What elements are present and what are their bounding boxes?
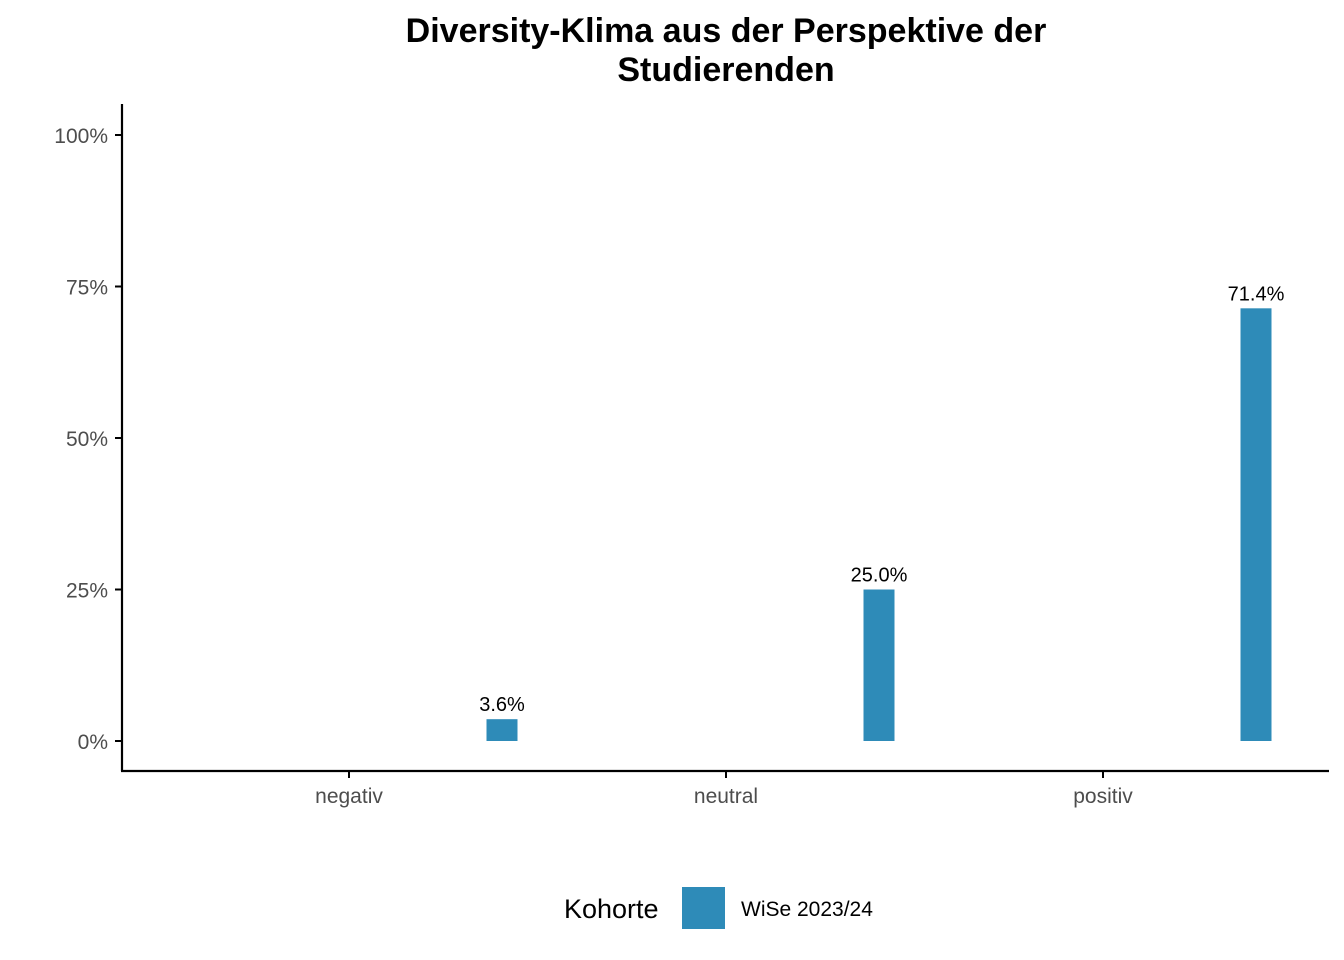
- chart-title-line-1: Diversity-Klima aus der Perspektive der: [406, 12, 1047, 50]
- bar-positiv: [1240, 308, 1272, 741]
- y-tick-label: 100%: [54, 125, 108, 148]
- data-labels: 3.6% 25.0% 71.4%: [479, 283, 1284, 716]
- bar-value-label-neutral: 25.0%: [851, 565, 908, 587]
- bar-neutral: [863, 589, 895, 741]
- y-tick-label: 25%: [66, 580, 108, 603]
- x-tick-label-positiv: positiv: [1073, 785, 1133, 808]
- chart-title-line-2: Studierenden: [617, 51, 834, 89]
- legend: Kohorte WiSe 2023/24: [564, 887, 873, 929]
- legend-title: Kohorte: [564, 894, 659, 924]
- x-tick-label-negativ: negativ: [315, 785, 383, 808]
- y-tick-label: 50%: [66, 428, 108, 451]
- bar-value-label-negativ: 3.6%: [479, 694, 525, 716]
- legend-swatch: [682, 887, 725, 929]
- bar-negativ: [486, 719, 518, 741]
- x-axis: negativ neutral positiv: [121, 769, 1329, 808]
- y-tick-label: 0%: [78, 731, 108, 754]
- y-tick-label: 75%: [66, 277, 108, 300]
- legend-label: WiSe 2023/24: [741, 898, 873, 921]
- bar-value-label-positiv: 71.4%: [1228, 283, 1285, 305]
- bar-series: [486, 308, 1272, 741]
- x-tick-label-neutral: neutral: [694, 785, 758, 808]
- y-axis: 0% 25% 50% 75% 100%: [54, 104, 124, 771]
